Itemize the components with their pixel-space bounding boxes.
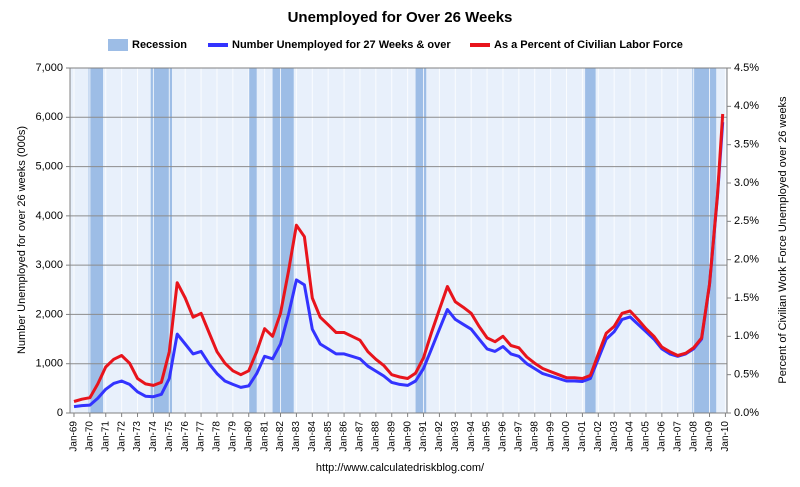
x-tick-label: Jan-81 (259, 421, 270, 452)
recession-band (272, 68, 294, 413)
y2-tick-label: 3.0% (734, 177, 759, 189)
y2-axis-title: Percent of Civilian Work Force Unemploye… (777, 96, 789, 384)
y2-tick-label: 1.5% (734, 292, 759, 304)
recession-band (585, 68, 596, 413)
x-tick-label: Jan-06 (656, 421, 667, 452)
x-tick-label: Jan-90 (402, 421, 413, 452)
x-tick-label: Jan-96 (498, 421, 509, 452)
y-tick-label: 7,000 (35, 62, 63, 74)
x-tick-label: Jan-76 (180, 421, 191, 452)
legend-label: As a Percent of Civilian Labor Force (494, 39, 683, 51)
x-tick-label: Jan-75 (164, 421, 175, 452)
x-tick-label: Jan-74 (148, 421, 159, 452)
x-tick-label: Jan-79 (228, 421, 239, 452)
legend-label: Number Unemployed for 27 Weeks & over (232, 39, 451, 51)
recession-band (415, 68, 427, 413)
x-tick-label: Jan-98 (529, 421, 540, 452)
series-line (73, 122, 725, 409)
x-tick-label: Jan-00 (561, 421, 572, 452)
x-tick-label: Jan-69 (69, 421, 80, 452)
x-tick-label: Jan-09 (704, 421, 715, 452)
recession-band (248, 68, 257, 413)
x-tick-label: Jan-73 (132, 421, 143, 452)
x-tick-label: Jan-70 (85, 421, 96, 452)
x-tick-label: Jan-83 (291, 421, 302, 452)
x-tick-label: Jan-77 (196, 421, 207, 452)
x-tick-label: Jan-04 (625, 421, 636, 452)
y2-tick-label: 0.0% (734, 407, 759, 419)
x-tick-label: Jan-93 (450, 421, 461, 452)
y-tick-label: 1,000 (35, 358, 63, 370)
y-tick-label: 6,000 (35, 111, 63, 123)
y2-tick-label: 4.5% (734, 62, 759, 74)
y-tick-label: 2,000 (35, 308, 63, 320)
source: http://www.calculatedriskblog.com/ (316, 462, 485, 474)
legend-swatch (108, 39, 128, 51)
y-tick-label: 5,000 (35, 160, 63, 172)
x-tick-label: Jan-02 (593, 421, 604, 452)
x-tick-label: Jan-03 (609, 421, 620, 452)
x-tick-label: Jan-95 (482, 421, 493, 452)
x-tick-label: Jan-84 (307, 421, 318, 452)
x-tick-label: Jan-86 (339, 421, 350, 452)
x-tick-label: Jan-72 (116, 421, 127, 452)
plot-area (69, 67, 728, 414)
x-tick-label: Jan-88 (370, 421, 381, 452)
x-tick-label: Jan-89 (386, 421, 397, 452)
series-line (73, 113, 725, 403)
y-tick-label: 4,000 (35, 210, 63, 222)
x-tick-label: Jan-80 (243, 421, 254, 452)
x-tick-label: Jan-71 (100, 421, 111, 452)
y-tick-label: 3,000 (35, 259, 63, 271)
recession-band (88, 68, 104, 413)
x-tick-label: Jan-10 (720, 421, 731, 452)
x-tick-label: Jan-91 (418, 421, 429, 452)
x-tick-label: Jan-97 (513, 421, 524, 452)
y2-tick-label: 3.5% (734, 139, 759, 151)
plot-border (69, 67, 728, 414)
x-tick-label: Jan-08 (688, 421, 699, 452)
recession-band (150, 68, 173, 413)
x-tick-label: Jan-78 (212, 421, 223, 452)
x-tick-label: Jan-82 (275, 421, 286, 452)
y2-tick-label: 2.5% (734, 215, 759, 227)
recession-band (692, 68, 717, 413)
x-tick-label: Jan-01 (577, 421, 588, 452)
x-tick-label: Jan-07 (672, 421, 683, 452)
x-tick-label: Jan-85 (323, 421, 334, 452)
y2-tick-label: 4.0% (734, 100, 759, 112)
y-axis-title: Number Unemployed for over 26 weeks (000… (16, 126, 28, 354)
x-tick-label: Jan-94 (466, 421, 477, 452)
y2-tick-label: 1.0% (734, 330, 759, 342)
x-tick-label: Jan-92 (434, 421, 445, 452)
y2-tick-label: 2.0% (734, 254, 759, 266)
y-tick-label: 0 (57, 407, 63, 419)
legend-label: Recession (132, 39, 187, 51)
x-tick-label: Jan-99 (545, 421, 556, 452)
x-tick-label: Jan-05 (641, 421, 652, 452)
y2-tick-label: 0.5% (734, 369, 759, 381)
x-tick-label: Jan-87 (355, 421, 366, 452)
chart-title: Unemployed for Over 26 Weeks (288, 9, 513, 26)
